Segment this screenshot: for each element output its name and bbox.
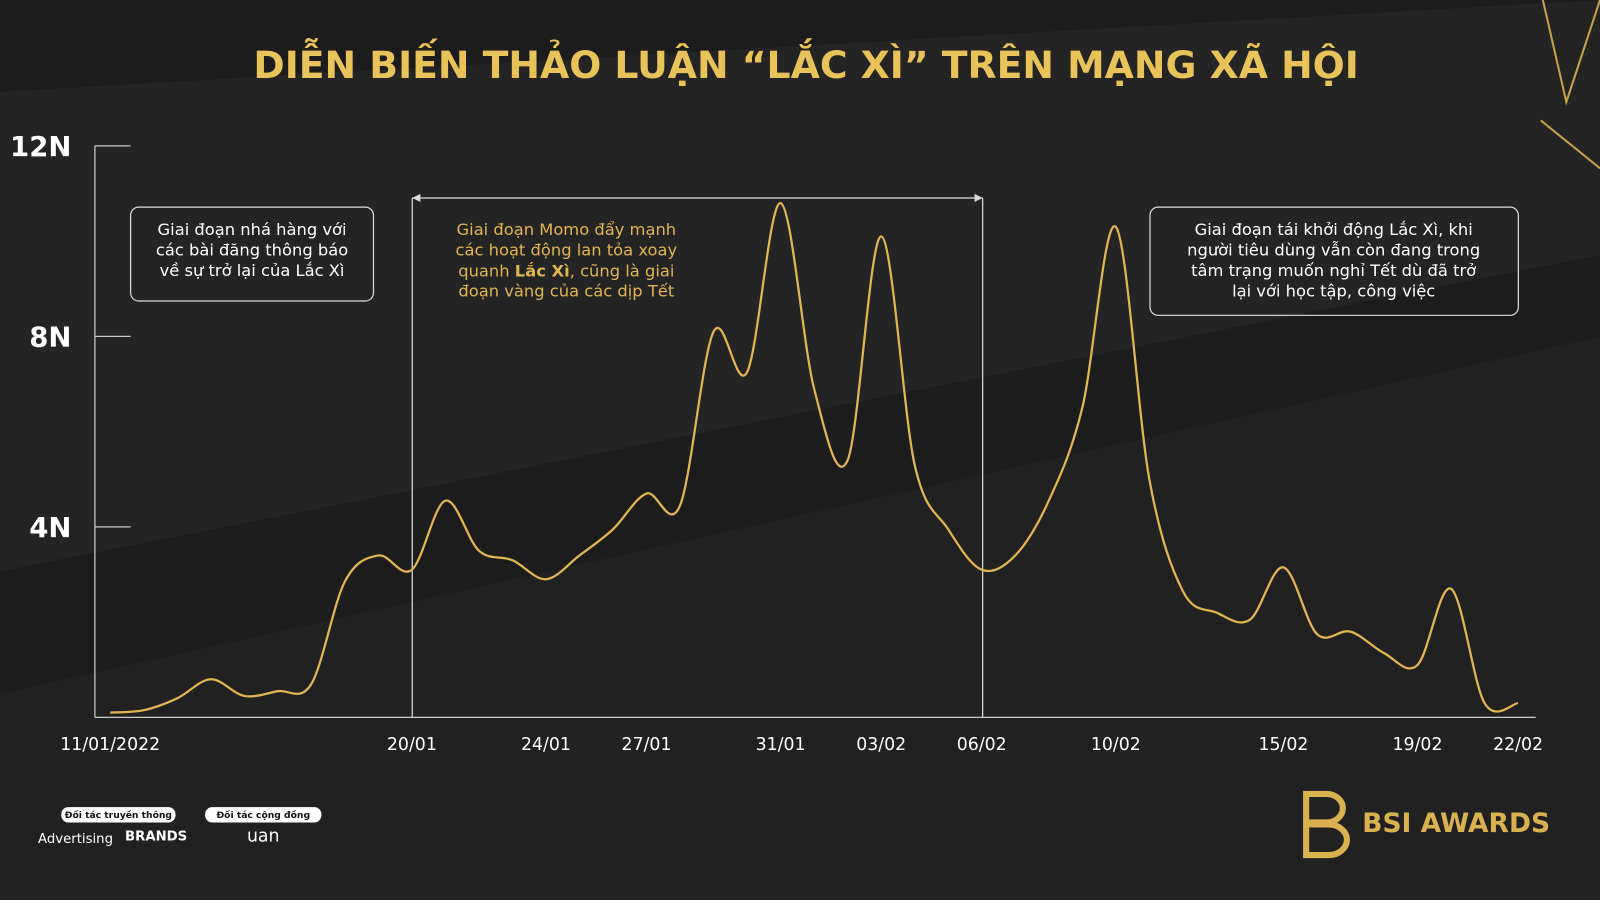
y-tick-label: 8N: [29, 322, 71, 354]
partner-logo: Advertising: [38, 832, 113, 847]
annotation-line: về sự trở lại của Lắc Xì: [160, 261, 345, 280]
annotation-line: người tiêu dùng vẫn còn đang trong: [1187, 241, 1480, 260]
annotation-line: các bài đăng thông báo: [156, 241, 348, 260]
arrowhead: [974, 193, 983, 203]
annotation-line: các hoạt động lan tỏa xoay: [456, 241, 678, 260]
x-tick-label: 11/01/2022: [60, 735, 160, 755]
partner-label: Đối tác truyền thông: [65, 810, 172, 821]
x-tick-label: 15/02: [1258, 735, 1308, 755]
chart-title: DIỄN BIẾN THẢO LUẬN “LẮC XÌ” TRÊN MẠNG X…: [253, 38, 1358, 87]
annotation-line: lại với học tập, công việc: [1232, 281, 1435, 300]
annotation-line: quanh Lắc Xì, cũng là giai: [458, 261, 674, 280]
x-tick-label: 19/02: [1393, 735, 1443, 755]
x-tick-label: 22/02: [1493, 735, 1543, 755]
annotation-line: Giai đoạn tái khởi động Lắc Xì, khi: [1195, 220, 1473, 239]
y-tick-label: 12N: [10, 131, 71, 163]
annotation-line: Giai đoạn Momo đẩy mạnh: [457, 220, 677, 239]
arrowhead: [412, 193, 421, 203]
partner-badge: [205, 807, 322, 823]
partner-logo: BRANDS: [125, 830, 187, 845]
annotation-run: quanh: [458, 261, 515, 280]
deco-line: [1540, 119, 1600, 170]
y-tick-label: 4N: [29, 512, 71, 544]
annotation-run: , cũng là giai: [570, 261, 675, 280]
partner-label: Đối tác cộng đồng: [217, 810, 311, 821]
bg-shape: [0, 0, 1600, 571]
deco-line: [1541, 0, 1600, 106]
brand-icon: [1303, 790, 1350, 859]
x-tick-label: 10/02: [1091, 735, 1141, 755]
annotation-line: tâm trạng muốn nghỉ Tết dù đã trở: [1191, 261, 1476, 280]
annotations: Giai đoạn nhá hàng với các bài đăng thông…: [156, 220, 1480, 300]
x-tick-label: 06/02: [957, 735, 1007, 755]
annotation-line: Giai đoạn nhá hàng với: [158, 220, 347, 239]
annotation-run: Lắc Xì: [515, 261, 570, 280]
x-tick-label: 31/01: [756, 735, 806, 755]
partner-logo: uan: [247, 827, 280, 847]
brand-name: BSI AWARDS: [1362, 808, 1550, 839]
x-tick-label: 24/01: [521, 735, 571, 755]
annotation-line: đoạn vàng của các dịp Tết: [458, 281, 674, 300]
x-tick-label: 27/01: [622, 735, 672, 755]
partner-badge: [61, 807, 176, 823]
x-tick-label: 20/01: [387, 735, 437, 755]
series-line: [110, 201, 1519, 714]
bg-shape: [0, 336, 1600, 900]
annotation-box: [130, 206, 375, 302]
x-tick-label: 03/02: [856, 735, 906, 755]
annotation-box: [1149, 206, 1519, 316]
